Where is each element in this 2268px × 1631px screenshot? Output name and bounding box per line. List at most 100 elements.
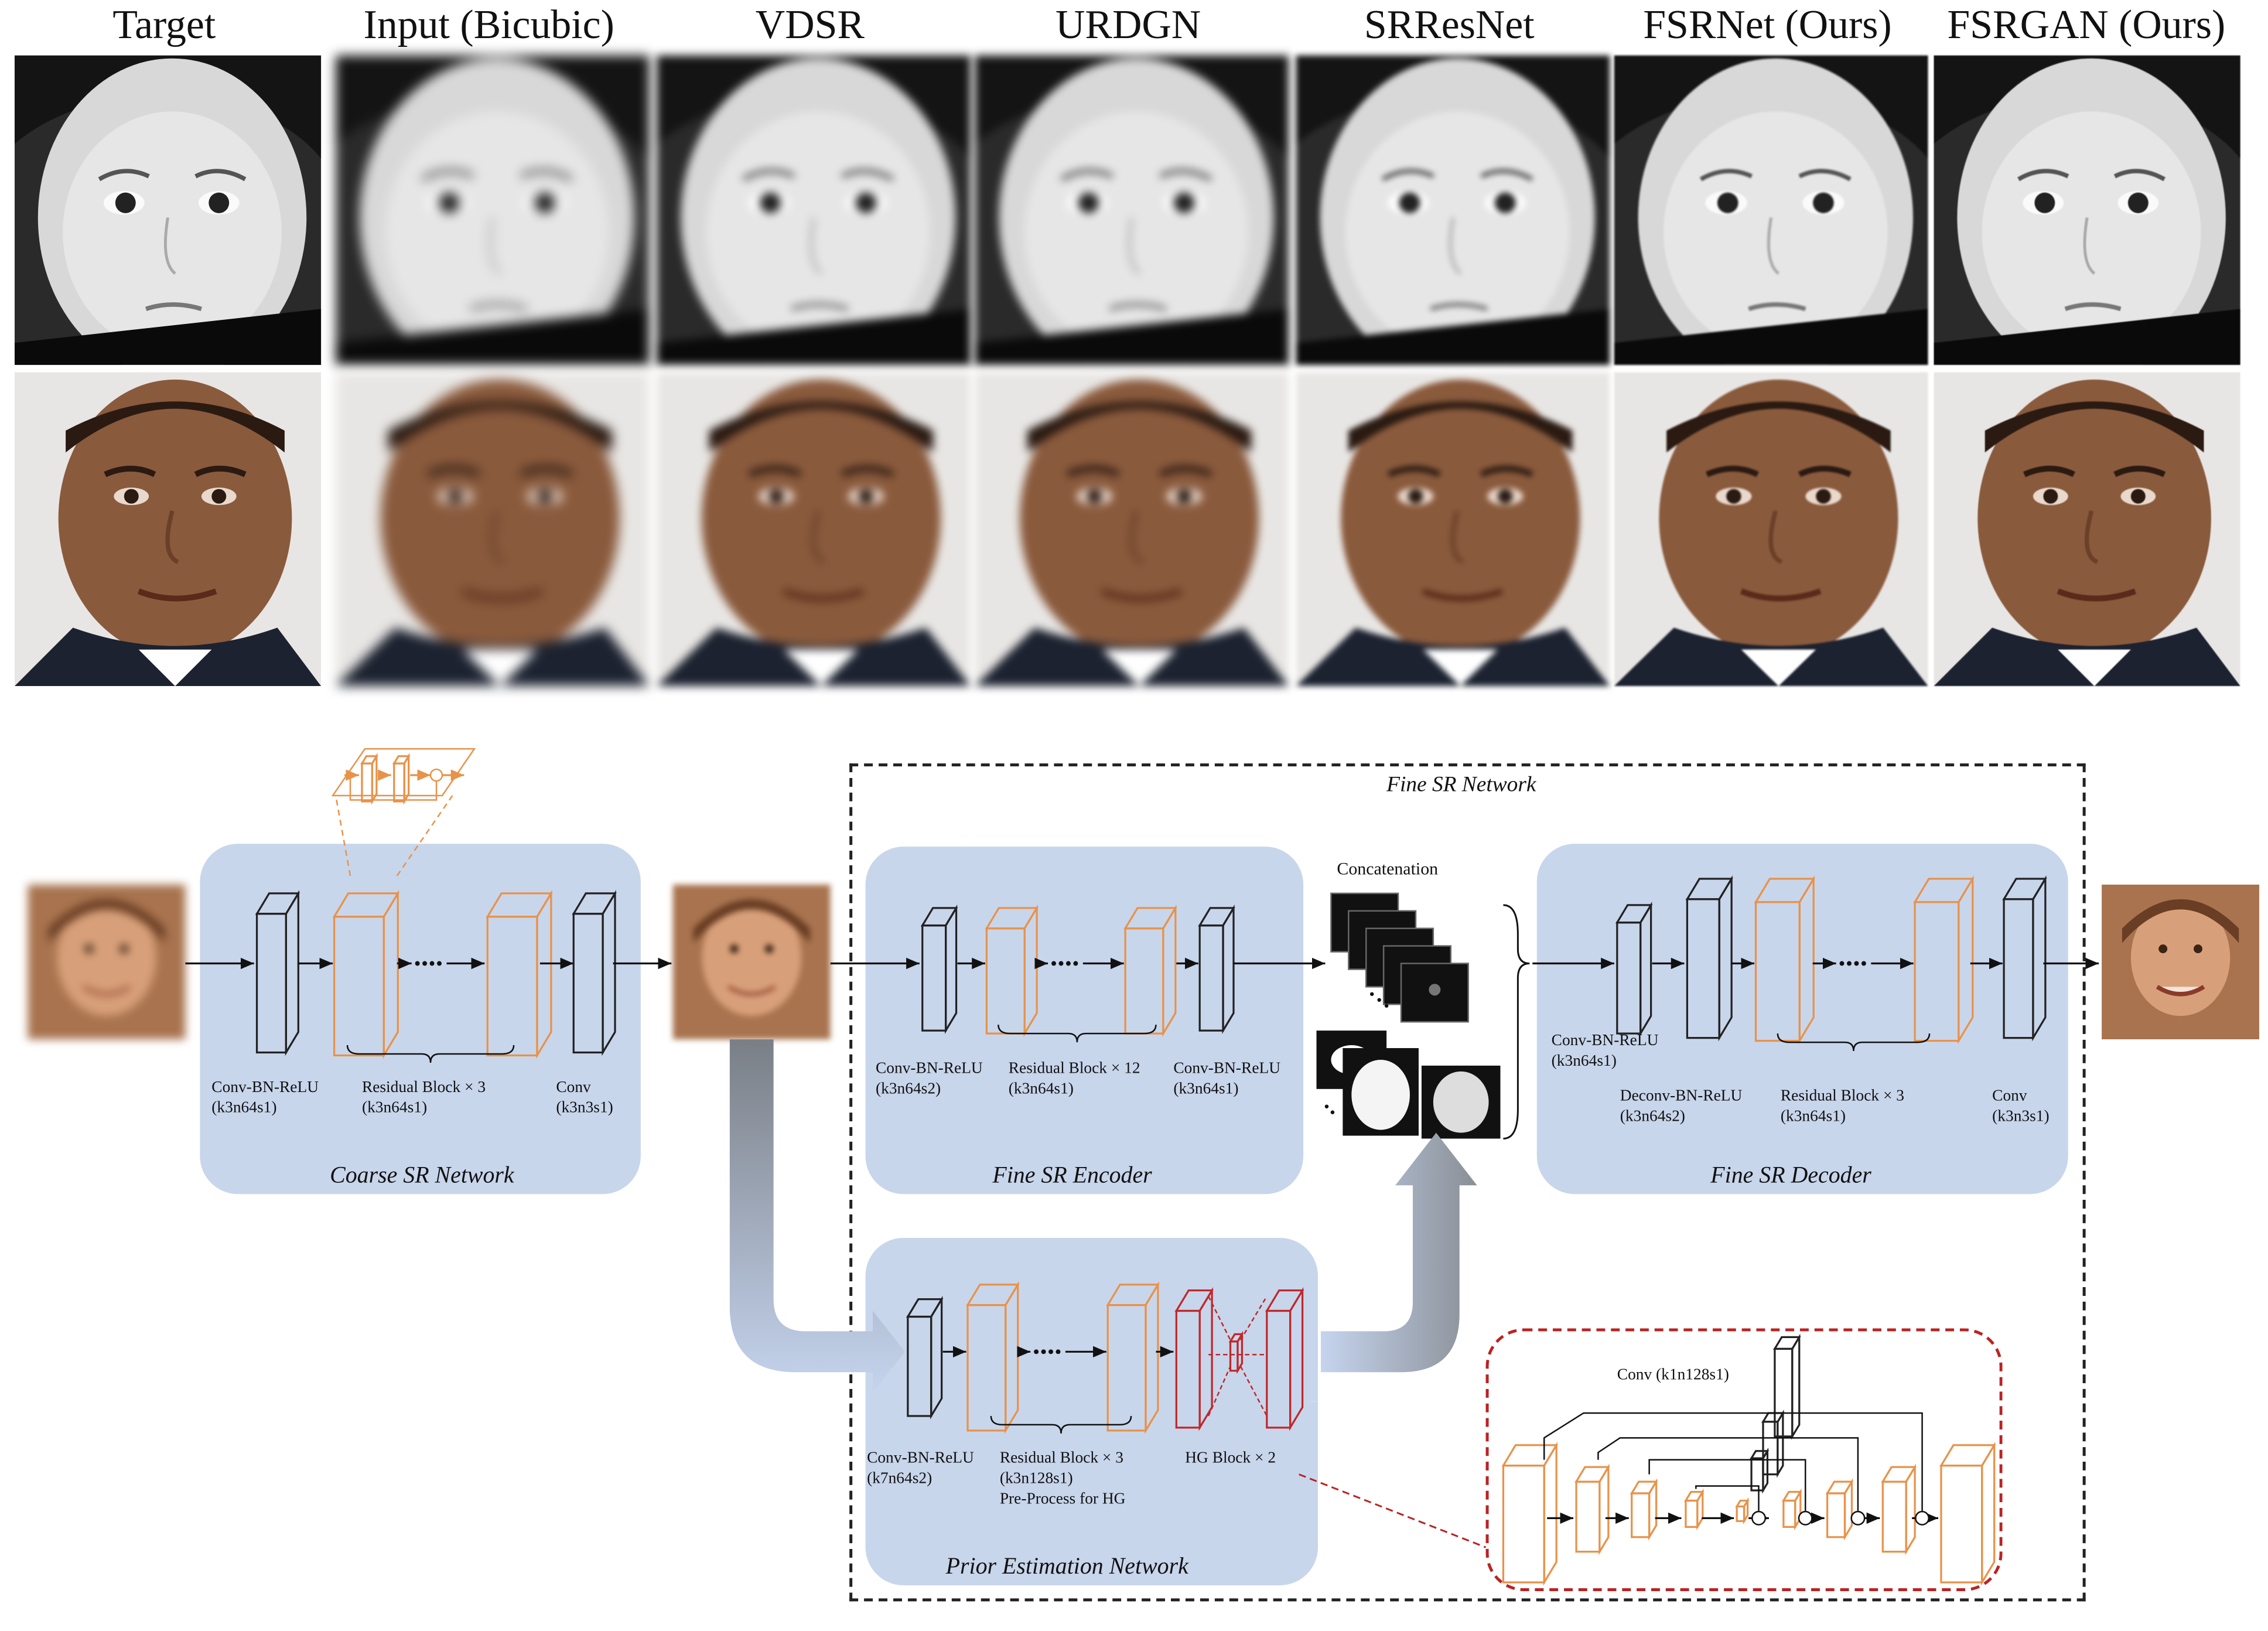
hg-detail-up-1 [1781, 1488, 1802, 1531]
coarse-label-k3n64s1-b: (k3n64s1) [361, 1099, 428, 1117]
face-adult-face-3 [975, 372, 1289, 687]
fine-sr-decoder-title: Fine SR Decoder [1710, 1163, 1871, 1189]
zoom-conv-1 [360, 752, 378, 805]
decoder-label-k3n3s1: (k3n3s1) [1992, 1108, 2050, 1126]
coarse-output-face [672, 884, 831, 1040]
hg-dashed-line-0 [1208, 1296, 1231, 1340]
face-child-face-6 [1934, 55, 2240, 365]
coarse-dots-3 [437, 961, 442, 966]
hg-detail-sum-3 [1915, 1510, 1930, 1526]
face-adult-face-6 [1934, 372, 2240, 687]
hg-detail-down-2 [1630, 1478, 1658, 1541]
prior-residual-block-last [1106, 1281, 1160, 1434]
coarse-label-residual-block: Residual Block × 3 [361, 1079, 486, 1097]
hg-block-center [1228, 1330, 1244, 1374]
coarse-dots-0 [415, 961, 420, 966]
arrow-prior-to-concat [1320, 1132, 1477, 1373]
concat-dot-1 [1369, 992, 1374, 997]
coarse-label-k3n64s1-a: (k3n64s1) [211, 1099, 277, 1117]
prior-dots-2 [1048, 1349, 1054, 1354]
column-header-urdgn: URDGN [1056, 2, 1201, 49]
encoder-label-k3n64s1-a: (k3n64s1) [1008, 1080, 1074, 1098]
encoder-label-conv-bn-relu-b: Conv-BN-ReLU [1173, 1059, 1281, 1077]
prior-estimation-panel [865, 1237, 1319, 1585]
encoder-conv-bn-relu-block-2 [1198, 904, 1235, 1034]
hg-block-right [1265, 1287, 1304, 1431]
hg-detail-conv-2 [1761, 1410, 1785, 1478]
face-child-face-0 [14, 55, 322, 365]
hg-detail-skip-0 [1543, 1412, 1923, 1511]
hg-detail-conv-3 [1750, 1447, 1770, 1494]
zoom-line-left [334, 795, 351, 876]
hg-detail-skip-2 [1648, 1459, 1806, 1511]
hg-detail-skip-1 [1597, 1437, 1859, 1511]
coarse-label-k3n3s1: (k3n3s1) [556, 1099, 613, 1117]
parsing-dot-1 [1324, 1104, 1329, 1108]
encoder-residual-block-first [985, 904, 1039, 1037]
coarse-sr-title: Coarse SR Network [330, 1163, 514, 1189]
face-adult-face-4 [1296, 372, 1610, 687]
hg-detail-up-2 [1825, 1478, 1854, 1541]
coarse-conv-block [572, 890, 617, 1056]
face-child-face-2 [657, 55, 971, 365]
fine-sr-encoder-title: Fine SR Encoder [992, 1163, 1152, 1189]
face-child-face-4 [1296, 55, 1610, 365]
hg-dashed-line-2 [1239, 1295, 1268, 1341]
decoder-residual-brace [1777, 1033, 1931, 1052]
hg-block-left [1174, 1287, 1214, 1431]
encoder-conv-bn-relu-block-1 [920, 904, 958, 1034]
prior-conv-bn-relu-block [906, 1295, 944, 1420]
coarse-label-conv-bn-relu: Conv-BN-ReLU [211, 1079, 319, 1097]
prior-label-hg-block: HG Block × 2 [1185, 1449, 1276, 1468]
decoder-label-k3n64s1-b: (k3n64s1) [1780, 1108, 1846, 1126]
column-header-target: Target [112, 2, 216, 49]
column-header-input-bicubic: Input (Bicubic) [363, 2, 614, 49]
decoder-conv-block [2002, 875, 2047, 1042]
zoom-conv-2 [392, 752, 411, 805]
encoder-label-conv-bn-relu-a: Conv-BN-ReLU [876, 1059, 983, 1077]
decoder-label-residual-block: Residual Block × 3 [1780, 1087, 1905, 1105]
face-adult-face-2 [657, 372, 971, 687]
hg-detail-conv-label: Conv (k1n128s1) [1617, 1366, 1729, 1384]
zoom-line-right [396, 795, 453, 876]
face-adult-face-0 [14, 372, 322, 687]
concatenation-label: Concatenation [1337, 858, 1439, 879]
face-child-face-1 [336, 55, 650, 365]
fine-sr-encoder-panel [865, 847, 1304, 1195]
encoder-dots-3 [1073, 961, 1078, 966]
hg-detail-down-1 [1574, 1463, 1610, 1555]
prior-label-residual-block: Residual Block × 3 [999, 1449, 1123, 1468]
hg-detail-input-block [1501, 1441, 1559, 1586]
hg-detail-sum-1 [1798, 1510, 1813, 1526]
decoder-dots-0 [1839, 961, 1845, 966]
input-face [28, 884, 186, 1040]
coarse-dots-1 [422, 961, 428, 966]
face-adult-face-1 [336, 372, 650, 687]
prior-dots-1 [1041, 1349, 1046, 1354]
parsing-dot-2 [1330, 1110, 1335, 1114]
hg-detail-sum-0 [1751, 1510, 1766, 1526]
encoder-label-k3n64s2: (k3n64s2) [876, 1080, 941, 1098]
hg-dashed-line-3 [1239, 1366, 1268, 1417]
coarse-label-conv: Conv [556, 1079, 591, 1097]
hg-detail-bottom [1735, 1497, 1750, 1525]
prior-label-pre-process: Pre-Process for HG [999, 1490, 1126, 1508]
parsing-map-3-face [1433, 1071, 1489, 1133]
prior-label-k3n128s1: (k3n128s1) [999, 1470, 1073, 1488]
column-header-vdsr: VDSR [755, 2, 865, 49]
coarse-dots-2 [429, 961, 435, 966]
prior-label-k7n64s2: (k7n64s2) [867, 1470, 933, 1488]
encoder-label-k3n64s1-b: (k3n64s1) [1173, 1080, 1239, 1098]
face-child-face-5 [1614, 55, 1928, 365]
hg-detail-down-3 [1684, 1488, 1705, 1531]
feature-map-spot-4 [1429, 984, 1441, 996]
decoder-label-k3n64s2: (k3n64s2) [1620, 1108, 1685, 1126]
hg-detail-sum-2 [1850, 1510, 1866, 1526]
decoder-dots-3 [1861, 961, 1866, 966]
coarse-conv-bn-relu-block [255, 890, 300, 1056]
column-header-fsrnet: FSRNet (Ours) [1643, 2, 1892, 49]
decoder-conv-bn-relu-block [1615, 902, 1653, 1037]
hg-detail-output-block [1939, 1441, 1996, 1586]
decoder-label-k3n64s1-a: (k3n64s1) [1551, 1052, 1617, 1070]
